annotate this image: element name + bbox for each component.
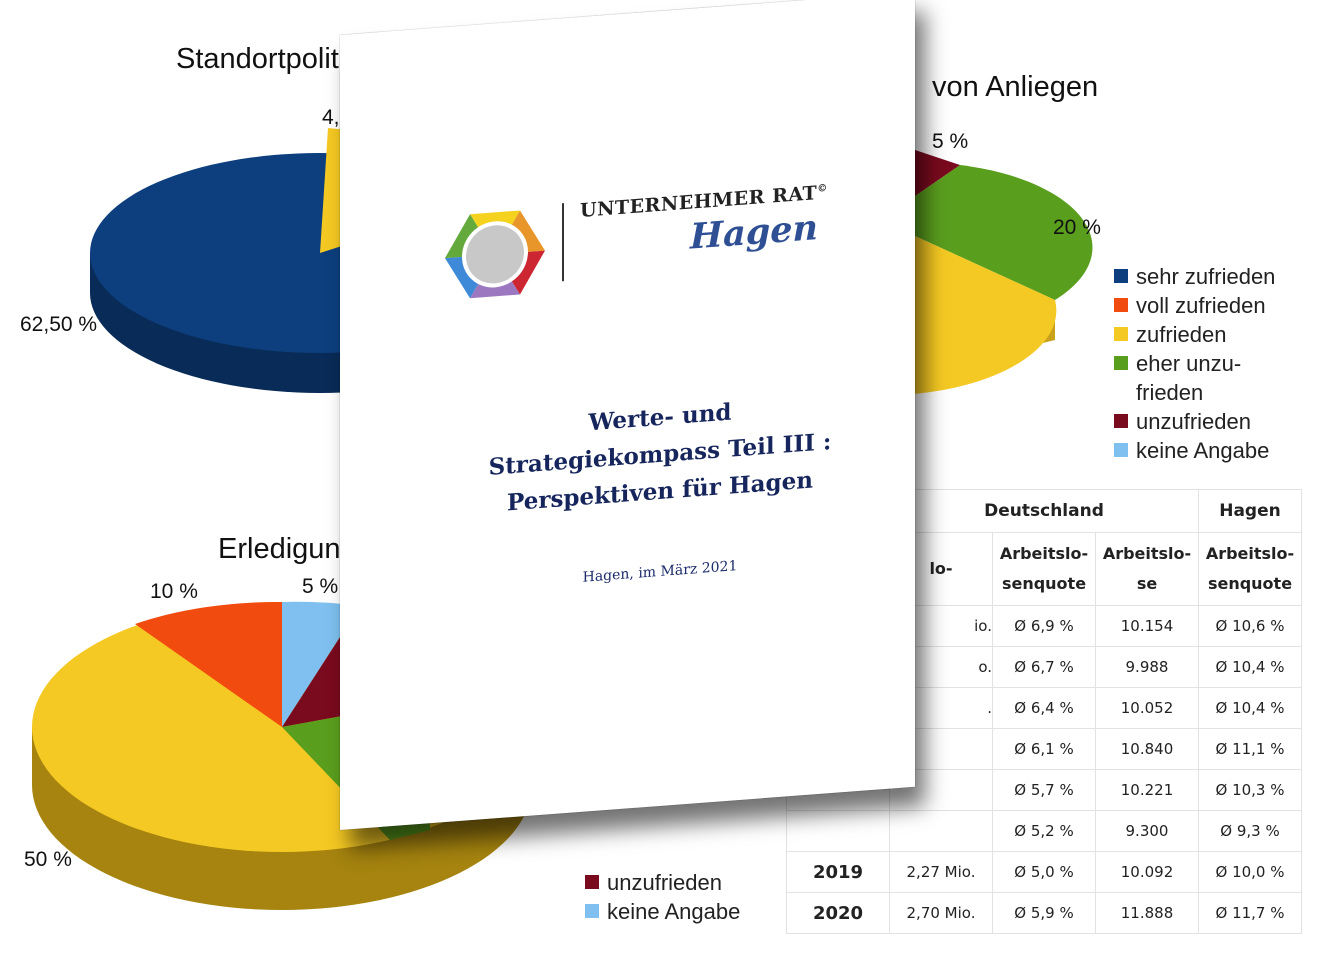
table-row: 2019 2,27 Mio. Ø 5,0 % 10.092 Ø 10,0 % — [786, 851, 1302, 893]
pie-slice-eher-unzufrieden — [880, 165, 1093, 300]
table-cell: Ø 10,6 % — [1198, 605, 1302, 647]
table-cell: Ø 6,1 % — [992, 728, 1096, 770]
legend-swatch — [1114, 414, 1128, 428]
col-header-de-rate: Arbeitslo-senquote — [992, 532, 1096, 606]
table-cell: 11.888 — [1095, 892, 1199, 934]
report-date: Hagen, im März 2021 — [582, 558, 738, 586]
brand-city: Hagen — [690, 207, 818, 258]
table-body: io. Ø 6,9 % 10.154 Ø 10,6 % o. Ø 6,7 % 9.988 Ø … — [786, 605, 1302, 934]
table-row: Ø 5,2 % 9.300 Ø 9,3 % — [786, 810, 1302, 852]
legend-swatch — [1114, 356, 1128, 370]
table-cell: Ø 11,7 % — [1198, 892, 1302, 934]
unemployment-table: Deutschland Hagen lo- Arbeitslo-senquote… — [786, 489, 1302, 934]
report-cover-page: UNTERNEHMER RAT© Hagen Werte- und Strate… — [340, 0, 915, 831]
table-cell: 10.092 — [1095, 851, 1199, 893]
table-cell: Ø 5,0 % — [992, 851, 1096, 893]
table-row: 2020 2,70 Mio. Ø 5,9 % 11.888 Ø 11,7 % — [786, 892, 1302, 934]
legend-item: frieden — [1114, 378, 1275, 407]
table-cell: Ø 10,4 % — [1198, 646, 1302, 688]
table-cell: 9.300 — [1095, 810, 1199, 852]
table-row: o. Ø 6,7 % 9.988 Ø 10,4 % — [786, 646, 1302, 688]
unternehmer-rat-logo-icon — [445, 210, 545, 299]
legend-item: voll zufrieden — [1114, 291, 1275, 320]
table-cell: Ø 6,7 % — [992, 646, 1096, 688]
pie-slice-voll-zufrieden — [135, 601, 282, 727]
legend-swatch — [1114, 443, 1128, 457]
pie-slice-zufrieden — [880, 220, 1057, 395]
table-cell: Ø 10,4 % — [1198, 687, 1302, 729]
table-cell: 2,27 Mio. — [889, 851, 993, 893]
header-hagen: Hagen — [1198, 489, 1302, 533]
chart-legend-erledigung: unzufrieden keine Angabe — [585, 868, 740, 926]
legend-item: unzufrieden — [1114, 407, 1275, 436]
table-cell: Ø 5,9 % — [992, 892, 1096, 934]
legend-item: keine Angabe — [585, 897, 740, 926]
legend-item: keine Angabe — [1114, 436, 1275, 465]
slice-label-sehr-zufrieden: 62,50 % — [20, 313, 98, 336]
slice-label-unzufrieden: 5 % — [932, 130, 969, 153]
col-header-hagen-count: Arbeitslo-se — [1095, 532, 1199, 606]
slice-label-eher-unzufrieden: 20 % — [1053, 216, 1101, 239]
table-cell: Ø 9,3 % — [1198, 810, 1302, 852]
table-cell: 10.154 — [1095, 605, 1199, 647]
table-cell: Ø 10,0 % — [1198, 851, 1302, 893]
table-cell: Ø 11,1 % — [1198, 728, 1302, 770]
legend-item: sehr zufrieden — [1114, 262, 1275, 291]
legend-swatch — [585, 904, 599, 918]
legend-item: eher unzu- — [1114, 349, 1275, 378]
table-cell: Ø 6,9 % — [992, 605, 1096, 647]
legend-item: zufrieden — [1114, 320, 1275, 349]
chart-title-anliegen: von Anliegen — [932, 71, 1099, 103]
table-cell: 2019 — [786, 851, 890, 893]
table-row: io. Ø 6,9 % 10.154 Ø 10,6 % — [786, 605, 1302, 647]
table-cell: 10.052 — [1095, 687, 1199, 729]
legend-swatch — [1114, 327, 1128, 341]
table-cell: 9.988 — [1095, 646, 1199, 688]
table-cell: Ø 6,4 % — [992, 687, 1096, 729]
table-cell: 10.221 — [1095, 769, 1199, 811]
legend-swatch — [1114, 385, 1128, 399]
legend-item: unzufrieden — [585, 868, 740, 897]
table-cell: 2,70 Mio. — [889, 892, 993, 934]
table-cell: 10.840 — [1095, 728, 1199, 770]
slice-label-keine-angabe: 5 % — [302, 575, 339, 598]
slice-label-voll-zufrieden: 10 % — [150, 580, 198, 603]
col-header-hagen-rate: Arbeitslo-senquote — [1198, 532, 1302, 606]
header-deutschland: Deutschland — [889, 489, 1199, 533]
table-cell: Ø 10,3 % — [1198, 769, 1302, 811]
slice-label-zufrieden: 50 % — [24, 848, 72, 871]
table-cell: 2020 — [786, 892, 890, 934]
legend-swatch — [1114, 298, 1128, 312]
table-cell: Ø 5,7 % — [992, 769, 1096, 811]
table-cell — [889, 810, 993, 852]
chart-legend-anliegen: sehr zufrieden voll zufrieden zufrieden … — [1114, 262, 1275, 465]
slice-label-zufrieden: 4, — [322, 106, 340, 129]
logo-separator — [562, 203, 564, 282]
legend-swatch — [585, 875, 599, 889]
pie-chart-anliegen — [880, 150, 1093, 395]
legend-swatch — [1114, 269, 1128, 283]
table-cell: Ø 5,2 % — [992, 810, 1096, 852]
table-cell — [786, 810, 890, 852]
